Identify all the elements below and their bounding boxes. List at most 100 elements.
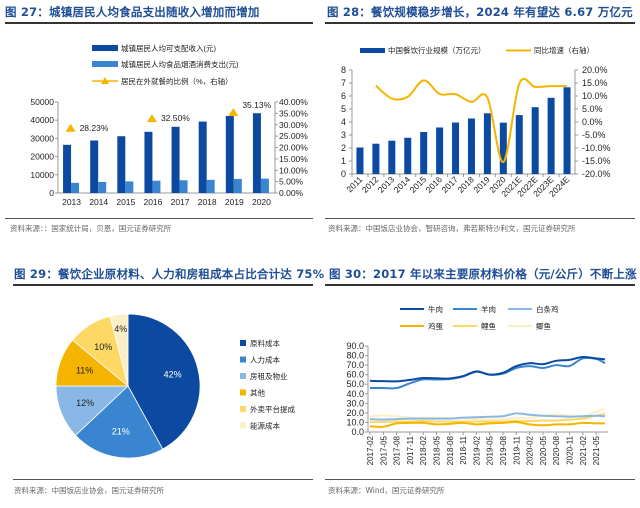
bar-income [144,131,153,193]
panel-28-title-rule [325,22,635,24]
legend-swatch [240,422,246,429]
legend-label: 牛肉 [428,304,443,314]
panel-28-source-rule [325,218,635,219]
panel-27-title: 图 27：城镇居民人均食品支出随收入增加而增加 [5,5,260,19]
bar-scale [483,113,491,174]
y2-tick-label: -5.0% [582,130,606,140]
legend-label: 鲤鱼 [481,321,496,331]
legend-label: 原料成本 [250,338,280,348]
y2-tick-label: 15.0% [582,78,608,88]
y-tick-label: 7 [341,78,346,88]
x-tick-label: 2021-02 [579,435,588,465]
x-tick-label: 2018-11 [459,435,468,464]
x-tick-label: 2020-05 [539,435,548,465]
bar-scale [372,143,380,174]
x-tick-label: 2018-08 [446,435,455,465]
x-tick-label: 2018-02 [419,435,428,465]
bar-scale [515,115,523,174]
x-tick-label: 2020-02 [526,435,535,465]
pie-slice [74,385,164,459]
y-tick-label: 40000 [30,115,54,125]
x-tick-label: 2013 [376,174,397,195]
legend-swatch [240,389,246,396]
y-tick-label: 30.0 [346,398,364,408]
x-tick-label: 2017-05 [379,435,388,465]
y-tick-label: 5 [341,104,346,114]
bar-scale [356,147,364,174]
x-tick-label: 2011 [344,174,364,194]
bar-income [171,126,180,193]
x-tick-label: 2016 [143,197,162,207]
bar-scale [388,140,396,174]
panel-30-title-rule [325,284,635,286]
bar-scale [563,87,571,174]
x-tick-label: 2015 [116,197,135,207]
y-tick-label: 2 [341,143,346,153]
pie-slice-label: 11% [76,365,93,375]
y2-tick-label: 15.00% [279,154,308,164]
x-tick-label: 2020-11 [566,435,575,464]
bar-scale [452,122,460,174]
bar-food [260,178,269,193]
bar-food [98,181,107,193]
y-tick-label: 30000 [30,133,54,143]
panel-27-source-rule [5,218,313,219]
bar-income [198,121,207,193]
y-tick-label: 0.0 [351,427,364,437]
y-tick-label: 1 [341,156,346,166]
panel-29-source-rule [13,479,313,480]
price-line-白条鸡 [369,412,606,421]
y2-tick-label: -20.0% [582,169,611,179]
y-tick-label: 10.0 [346,417,364,427]
y2-tick-label: 0.00% [279,188,304,198]
y-tick-label: 10000 [30,170,54,180]
x-tick-label: 2017 [171,197,190,207]
bar-scale [499,122,507,174]
y-tick-label: 3 [341,130,346,140]
price-line-鸡蛋 [369,420,606,428]
price-line-羊肉 [370,356,606,390]
dining-ratio-label: 28.23% [80,123,109,133]
bar-food [125,181,134,193]
legend-swatch [240,340,246,346]
dining-ratio-marker [65,123,76,132]
dining-ratio-label: 35.13% [242,100,271,110]
pie-slice-label: 12% [76,398,94,408]
y2-tick-label: 10.0% [582,91,608,101]
bar-scale [420,132,428,174]
x-tick-label: 2019 [471,174,492,195]
bar-income [117,136,126,193]
price-line-牛肉 [369,355,606,383]
y-tick-label: 90.0 [346,341,364,351]
legend-swatch-scale [360,48,385,53]
x-tick-label: 2018 [455,174,476,195]
bar-food [206,179,215,193]
y-tick-label: 0 [49,188,54,198]
y-tick-label: 20.0 [346,408,364,418]
x-tick-label: 2017-11 [406,435,415,464]
x-tick-label: 2020 [252,197,271,207]
legend-label: 鸡蛋 [428,321,443,331]
x-tick-label: 2019-08 [499,435,508,465]
y2-tick-label: 35.00% [279,108,308,118]
legend-label: 能源成本 [250,421,280,431]
y2-tick-label: 0.0% [582,117,603,127]
legend-label-growth: 同比增速（右轴） [534,45,594,55]
bar-scale [547,97,555,174]
y-tick-label: 50.0 [346,379,364,389]
y-tick-label: 40.0 [346,389,364,399]
price-line-鲤鱼 [369,412,606,424]
pie-slice-label: 4% [114,324,127,334]
x-tick-label: 2015 [408,174,429,195]
legend-label-scale: 中国餐饮行业规模（万亿元） [388,45,486,55]
y-tick-label: 70.0 [346,360,364,370]
y2-tick-label: 5.00% [279,177,304,187]
x-tick-label: 2018-05 [433,435,442,465]
legend-label: 其他 [250,388,265,398]
x-tick-label: 2014 [392,174,413,195]
bar-scale [404,137,412,174]
bar-scale [467,118,475,174]
dining-ratio-marker [146,114,157,123]
x-tick-label: 2020-08 [552,435,561,465]
bar-food [179,180,188,193]
